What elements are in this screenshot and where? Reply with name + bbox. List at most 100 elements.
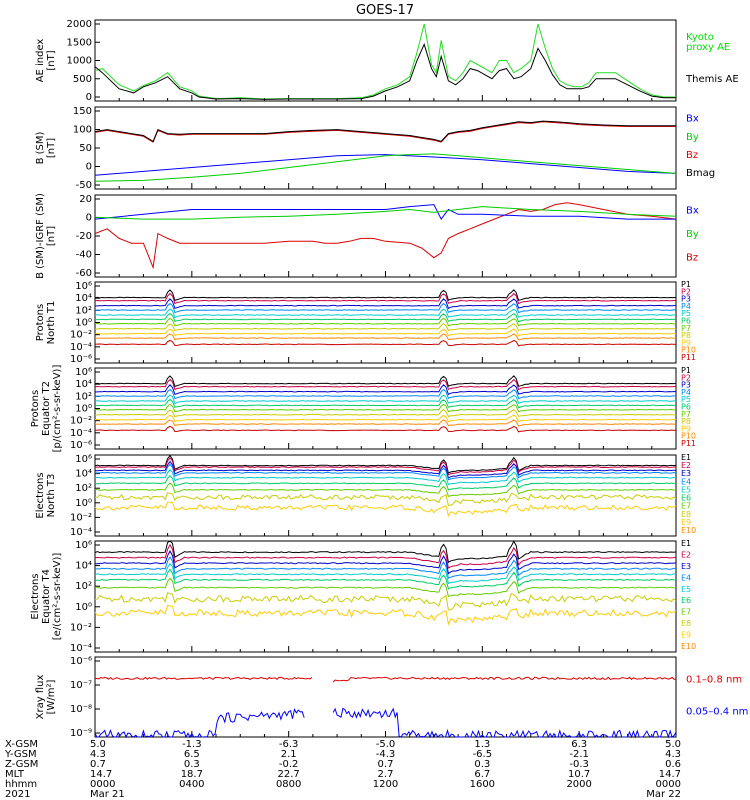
channel-label: E8 <box>681 510 691 519</box>
channel-series <box>94 339 677 347</box>
y-tick-label: 500 <box>73 74 92 85</box>
footer-value: 1600 <box>470 779 495 790</box>
y-tick-label: 10⁻⁶ <box>70 354 92 365</box>
legend-label: proxy AE <box>686 42 730 53</box>
y-tick-label: 10⁻⁴ <box>70 428 92 439</box>
series-bz <box>94 121 676 143</box>
y-tick-label: 10² <box>75 483 92 494</box>
channel-label: P11 <box>681 353 696 362</box>
channel-label: E6 <box>681 494 691 503</box>
channel-series <box>94 398 676 409</box>
y-tick-label: 10⁻² <box>70 622 92 633</box>
legend-label: Bx <box>686 114 699 125</box>
channel-series <box>94 384 677 396</box>
channel-label: P11 <box>681 439 696 448</box>
legend-label: By <box>686 229 699 240</box>
footer-value: 0.3 <box>474 759 490 770</box>
y-tick-label: 10⁶ <box>75 540 92 551</box>
footer-value: 2.7 <box>378 769 394 780</box>
footer-row-label: 2021 <box>5 789 30 800</box>
channel-label: E5 <box>681 485 691 494</box>
channel-series <box>94 302 677 314</box>
y-axis-label: Protons <box>35 304 46 341</box>
legend-label: Bz <box>686 150 698 161</box>
channel-series <box>94 592 677 611</box>
channel-label: P1 <box>681 280 691 289</box>
y-tick-label: 10⁶ <box>75 454 92 465</box>
footer-value: 1.3 <box>474 739 490 750</box>
y-tick-label: 10⁻² <box>70 330 92 341</box>
channel-series <box>95 550 677 575</box>
y-tick-label: -20 <box>76 231 92 242</box>
y-tick-label: 10⁻⁷ <box>70 680 92 691</box>
y-tick-label: 10² <box>75 581 92 592</box>
channel-label: E10 <box>681 526 696 535</box>
channel-label: P6 <box>681 403 691 412</box>
channel-label: P2 <box>681 287 691 296</box>
channel-series <box>94 454 677 474</box>
channel-label: E3 <box>681 469 691 478</box>
y-tick-label: 10⁻⁴ <box>70 342 92 353</box>
channel-series <box>94 482 677 497</box>
series-bx <box>94 154 677 176</box>
channel-series <box>94 378 677 391</box>
y-tick-label: 0 <box>86 213 92 224</box>
y-axis-label: [nT] <box>46 50 57 70</box>
legend-label: 0.05–0.4 nm <box>686 707 748 718</box>
legend-label: Kyoto <box>686 32 714 43</box>
series-kyoto-proxy-ae <box>94 23 676 100</box>
channel-series <box>95 408 677 418</box>
footer-value: 0.7 <box>90 759 106 770</box>
footer-value: -2.1 <box>569 749 589 760</box>
series-by <box>94 206 677 220</box>
channel-label: E7 <box>681 608 691 617</box>
footer-value: -0.2 <box>279 759 299 770</box>
panel-bigrf: 20 0 -20 -40 -60 B (SM)-IGRF (SM) [nT] Bx By Bz <box>35 193 699 279</box>
y-tick-label: 100 <box>73 125 92 136</box>
y-tick-label: 0 <box>86 162 92 173</box>
footer-value: 2.1 <box>281 749 297 760</box>
channel-series <box>94 333 677 341</box>
y-tick-label: 2000 <box>67 19 92 30</box>
channel-series <box>94 457 677 476</box>
channel-series <box>94 298 677 310</box>
footer-value: 4.3 <box>665 749 681 760</box>
channel-label: P3 <box>681 381 691 390</box>
channel-series <box>94 414 677 423</box>
y-tick-label: 10⁻⁸ <box>70 704 92 715</box>
y-axis-label: Protons <box>30 390 41 427</box>
y-tick-label: 20 <box>79 194 92 205</box>
y-tick-label: 150 <box>73 106 92 117</box>
y-tick-label: 10⁰ <box>75 498 92 509</box>
channel-label: P4 <box>681 302 691 311</box>
panel-frame <box>94 281 677 364</box>
channel-label: P4 <box>681 388 691 397</box>
channel-label: E5 <box>681 585 691 594</box>
channel-series <box>94 375 677 388</box>
y-tick-label: 1500 <box>67 37 92 48</box>
channel-label: P2 <box>681 373 691 382</box>
channel-series <box>94 562 677 585</box>
panel-frame <box>94 656 677 738</box>
panel-xr: 10⁻⁶ 10⁻⁷ 10⁻⁸ 10⁻⁹ Xray flux [W/m²] 0.1–0.8 n… <box>35 656 748 739</box>
footer-value: 14.7 <box>90 769 112 780</box>
channel-series <box>94 460 677 479</box>
footer-value: -6.5 <box>473 749 493 760</box>
legend-label: Bmag <box>686 168 715 179</box>
y-tick-label: 10² <box>75 391 92 402</box>
channel-series <box>94 312 676 323</box>
legend-label: Themis AE <box>685 74 739 85</box>
y-axis-label: [W/m²] <box>46 679 57 714</box>
y-tick-label: 10⁶ <box>75 281 92 292</box>
y-tick-label: 10⁻⁴ <box>70 527 92 538</box>
channel-label: E2 <box>681 461 691 470</box>
panel-frame <box>94 106 677 190</box>
channel-series <box>94 604 677 626</box>
y-axis-label: [p/(cm²-s-sr-keV)] <box>52 365 63 453</box>
y-tick-label: 10⁴ <box>75 379 92 390</box>
footer-value: 5.0 <box>665 739 681 750</box>
footer-value: Mar 22 <box>646 789 681 800</box>
